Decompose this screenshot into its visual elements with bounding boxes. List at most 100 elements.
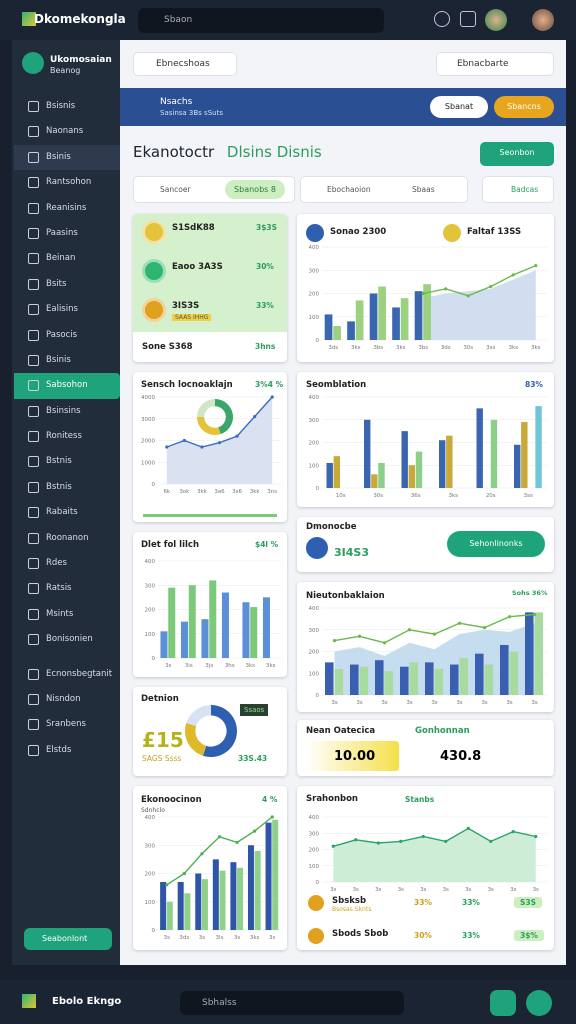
icon-button[interactable] <box>460 11 476 27</box>
sidebar-button[interactable]: Seabonlont <box>24 928 112 950</box>
x-tick-label: 3s <box>356 700 362 706</box>
stat-label: Sone S368 <box>142 342 193 352</box>
pie-slice <box>202 705 237 757</box>
x-tick-label: 10s <box>336 493 346 499</box>
bar <box>230 862 237 930</box>
nav-item[interactable]: Rantsohon <box>14 170 120 195</box>
chip[interactable]: Sbanobs 8 <box>225 180 285 199</box>
row-sub: Bsosas Sknts <box>332 906 372 913</box>
bar <box>160 631 168 658</box>
nav-item[interactable]: Beinan <box>14 246 120 271</box>
nav-item[interactable]: Naonans <box>14 119 120 144</box>
nav-item[interactable]: Sranbens <box>14 712 120 737</box>
y-tick-label: 400 <box>145 815 156 821</box>
x-tick-label: 3s <box>165 663 171 669</box>
bar <box>177 881 184 930</box>
nav-item[interactable]: Bonisonien <box>14 627 120 652</box>
nav-item[interactable]: Bsisnis <box>14 94 120 119</box>
bar <box>392 307 400 340</box>
point <box>399 839 403 843</box>
y-tick-label: 300 <box>145 843 156 849</box>
x-tick-label: 3ds <box>328 345 338 351</box>
bar <box>384 671 394 695</box>
chart: 0 100 200 300 400 10s 30s 36s 3ks 20s 3ss <box>309 395 547 499</box>
nav-item[interactable]: Roonanon <box>14 526 120 551</box>
icon-button[interactable] <box>434 11 450 27</box>
card-title: Dmonocbe <box>306 522 357 532</box>
point <box>466 294 470 298</box>
nav-item[interactable]: Bstnis <box>14 449 120 474</box>
avatar[interactable] <box>532 9 554 31</box>
nav-item[interactable]: Msints <box>14 602 120 627</box>
button[interactable]: Badcas <box>482 176 554 203</box>
nav-item[interactable]: Ealisins <box>14 297 120 322</box>
banner-subtitle: Sasinsa 3Bs sSuts <box>160 109 223 117</box>
nav-item[interactable]: Rabaits <box>14 500 120 525</box>
search-box[interactable]: Sbhalss <box>180 991 404 1015</box>
bar <box>423 284 431 340</box>
bar <box>195 873 202 930</box>
bar <box>247 845 254 930</box>
nav-item[interactable]: Paasins <box>14 221 120 246</box>
y-tick-label: 400 <box>309 606 320 612</box>
nav-item[interactable]: Bsinis <box>14 144 120 171</box>
chart <box>184 705 237 757</box>
nav-item[interactable]: Bsinsins <box>14 399 120 424</box>
point <box>421 834 425 839</box>
nav-item[interactable]: Bstnis <box>14 475 120 500</box>
x-tick-label: 3s <box>330 887 336 893</box>
nav-item[interactable]: Rdes <box>14 551 120 576</box>
chart: 0 100 200 300 400 3ds 3ks 3bs 3ks 3bs 3ds 30s 3ss 3ks… <box>309 245 547 351</box>
bar <box>355 300 364 340</box>
x-tick-label: 3js <box>205 663 213 669</box>
search-box[interactable]: Ebnecshoas <box>133 52 237 76</box>
y-tick-label: 0 <box>316 486 320 492</box>
icon-button[interactable] <box>490 990 516 1016</box>
avatar[interactable] <box>485 9 507 31</box>
point <box>466 826 470 830</box>
button[interactable]: Sbanat <box>430 96 488 118</box>
bar <box>168 587 176 658</box>
point <box>182 871 186 876</box>
nav-item[interactable]: Bsinis <box>14 348 120 373</box>
nav-item[interactable]: Bsits <box>14 272 120 297</box>
select[interactable]: Sbaas <box>412 185 435 194</box>
x-tick-label: 3bs <box>373 345 383 351</box>
bar <box>400 298 409 340</box>
line <box>333 827 536 847</box>
bar <box>184 893 191 930</box>
nav-item[interactable]: Sabsohon <box>14 373 120 399</box>
button[interactable]: Seonbon <box>480 142 554 166</box>
x-tick-label: 3ds <box>441 345 451 351</box>
bar <box>242 602 250 658</box>
icon-button[interactable] <box>526 990 552 1016</box>
point <box>253 414 257 419</box>
nav-item[interactable]: Ratsis <box>14 576 120 601</box>
nav-item[interactable]: Elstds <box>14 738 120 763</box>
nav-item[interactable]: Pasocis <box>14 323 120 348</box>
chart <box>197 399 234 436</box>
bar <box>272 819 279 930</box>
bar <box>415 451 423 488</box>
nav-item[interactable]: Reanisins <box>14 196 120 221</box>
nav-item[interactable]: Ecnonsbegtanit <box>14 662 120 687</box>
button[interactable]: Sehonlinonks <box>447 531 545 557</box>
search-box[interactable]: Ebnacbarte <box>436 52 554 76</box>
banner-title: Nsachs <box>160 97 193 107</box>
y-tick-label: 400 <box>309 395 320 401</box>
point <box>444 287 448 291</box>
stat-icon <box>142 298 166 322</box>
bar <box>408 465 416 488</box>
row-value: 33% <box>414 898 432 907</box>
page-title: Ekanotoctr Dlsins Disnis <box>133 143 322 161</box>
search-box[interactable]: Sbaon <box>138 8 384 33</box>
x-tick-label: 3s <box>353 887 359 893</box>
nav-item[interactable]: Nisndon <box>14 687 120 712</box>
point <box>457 621 462 625</box>
pie-slice <box>184 722 207 756</box>
sidebar-logo <box>22 52 44 74</box>
button[interactable]: Sbancns <box>494 96 554 118</box>
bar <box>450 664 459 695</box>
nav-item[interactable]: Ronitess <box>14 424 120 449</box>
